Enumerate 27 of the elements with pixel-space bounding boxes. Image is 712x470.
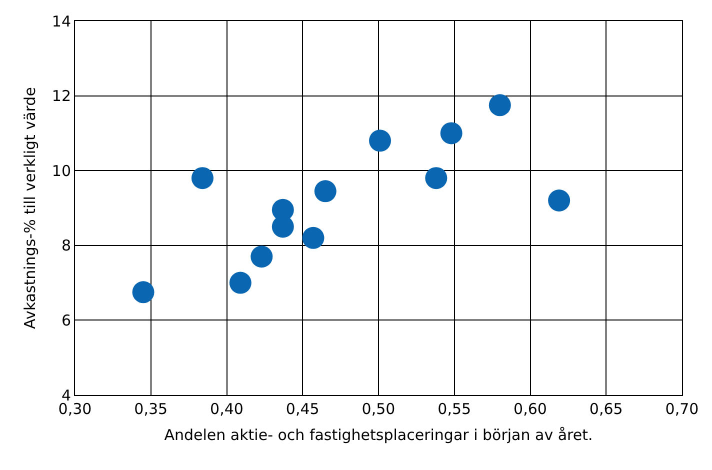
x-tick-label: 0,35 xyxy=(134,400,168,418)
y-tick-label: 6 xyxy=(61,311,71,330)
x-tick-label: 0,50 xyxy=(362,400,396,418)
x-tick-label: 0,45 xyxy=(286,400,320,418)
point xyxy=(440,122,462,144)
x-tick-label: 0,30 xyxy=(58,400,92,418)
x-tick-label: 0,60 xyxy=(514,400,547,418)
point xyxy=(229,272,252,294)
point xyxy=(132,281,154,304)
point xyxy=(548,190,570,212)
point xyxy=(369,130,392,152)
x-tick-label: 0,65 xyxy=(589,400,623,418)
x-tick-label: 0,40 xyxy=(210,400,244,418)
x-axis-title: Andelen aktie- och fastighetsplaceringar i början av året. xyxy=(164,426,593,444)
point xyxy=(302,226,324,249)
y-axis-title: Avkastnings-% till verkligt värde xyxy=(21,87,40,329)
x-tick-label: 0,70 xyxy=(665,400,699,418)
y-tick-label: 14 xyxy=(52,12,71,30)
y-tick-label: 10 xyxy=(52,162,71,180)
y-tick-label: 12 xyxy=(52,87,71,106)
point xyxy=(250,246,273,268)
point xyxy=(191,167,214,190)
point xyxy=(314,180,336,202)
y-tick-label: 8 xyxy=(61,236,71,255)
point xyxy=(425,167,448,190)
x-tick-label: 0,55 xyxy=(438,400,472,418)
point xyxy=(488,94,511,116)
